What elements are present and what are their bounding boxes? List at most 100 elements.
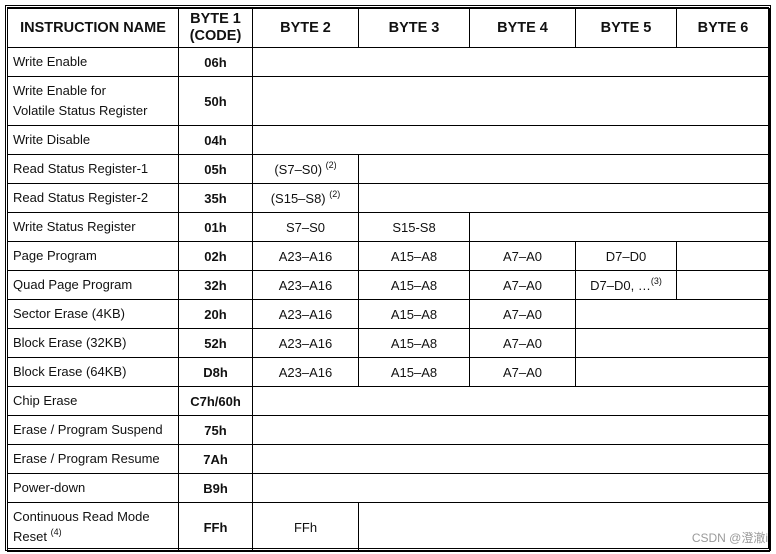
byte-cell: D7–D0 [575,241,677,271]
table-row: Continuous Read Mode Reset (4) FFh FFh [7,502,770,552]
byte-cell: A23–A16 [252,299,359,329]
byte-cell: A15–A8 [358,241,470,271]
instruction-name: Read Status Register-1 [7,154,179,184]
byte-value: A7–A0 [502,335,543,351]
instruction-name-text: Write Disable [13,132,91,147]
byte-cell: A15–A8 [358,328,470,358]
column-header: BYTE 3 [358,8,470,48]
byte-value: A15–A8 [390,306,438,322]
table-row: Write Status Register 01h S7–S0 S15-S8 [7,212,770,242]
table-row: Read Status Register-1 05h (S7–S0) (2) [7,154,770,184]
instruction-name: Write Enable for Volatile Status Registe… [7,76,179,126]
watermark: CSDN @澄澈i [691,531,768,545]
instruction-name: Chip Erase [7,386,179,416]
instruction-name-text: Read Status Register-2 [13,190,149,205]
byte-cell: A23–A16 [252,357,359,387]
instruction-name: Block Erase (64KB) [7,357,179,387]
instruction-name: Write Status Register [7,212,179,242]
byte-cell: A23–A16 [252,241,359,271]
byte-value: A7–A0 [502,248,543,264]
byte-value: A15–A8 [390,335,438,351]
instruction-code: 04h [178,125,253,155]
instruction-name: Power-down [7,473,179,503]
footnote-ref: (2) [325,159,337,170]
empty-cell [252,415,770,445]
byte-value: (S15–S8) [270,190,330,206]
byte-cell: A15–A8 [358,270,470,300]
instruction-code: 35h [178,183,253,213]
byte-cell: A15–A8 [358,357,470,387]
instruction-name-text: Power-down [13,480,86,495]
byte-cell: A15–A8 [358,299,470,329]
column-header: BYTE 4 [469,8,576,48]
empty-cell [358,502,770,552]
instruction-code: 52h [178,328,253,358]
instruction-code: 20h [178,299,253,329]
byte-value: A15–A8 [390,277,438,293]
table-row: Write Enable 06h [7,47,770,77]
footnote-ref: (3) [650,275,662,286]
instruction-code: B9h [178,473,253,503]
empty-cell [575,328,770,358]
byte-cell: A7–A0 [469,299,576,329]
instruction-code: D8h [178,357,253,387]
byte-value: A7–A0 [502,306,543,322]
instruction-name: Write Enable [7,47,179,77]
instruction-name: Read Status Register-2 [7,183,179,213]
table-row: Write Enable for Volatile Status Registe… [7,76,770,126]
byte-value: A7–A0 [502,277,543,293]
table-row: Chip Erase C7h/60h [7,386,770,416]
footnote-ref: (2) [329,188,341,199]
byte-value: A7–A0 [502,364,543,380]
empty-cell [575,357,770,387]
footnote-ref: (4) [50,527,62,537]
table-row: Sector Erase (4KB) 20h A23–A16 A15–A8 A7–A0 [7,299,770,329]
instruction-name-text: Block Erase (32KB) [13,335,127,350]
column-header: INSTRUCTION NAME [7,8,179,48]
empty-cell [252,125,770,155]
byte-value: A23–A16 [278,306,333,322]
instruction-name-text: Sector Erase (4KB) [13,306,125,321]
byte-value: A15–A8 [390,248,438,264]
instruction-code: 01h [178,212,253,242]
empty-cell [252,473,770,503]
byte-cell: A7–A0 [469,357,576,387]
byte-value: A23–A16 [278,364,333,380]
instruction-name: Write Disable [7,125,179,155]
byte-cell: (S15–S8) (2) [252,183,359,213]
instruction-code: 06h [178,47,253,77]
byte-cell: A23–A16 [252,328,359,358]
instruction-table: INSTRUCTION NAME BYTE 1 (CODE) BYTE 2 BYTE … [7,8,770,552]
table-row: Erase / Program Suspend 75h [7,415,770,445]
instruction-name: Continuous Read Mode Reset (4) [7,502,179,552]
byte-value: S7–S0 [285,219,326,235]
instruction-name: Erase / Program Suspend [7,415,179,445]
table-row: Power-down B9h [7,473,770,503]
instruction-name-text: Block Erase (64KB) [13,364,127,379]
table-row: Quad Page Program 32h A23–A16 A15–A8 A7–A0 D7… [7,270,770,300]
empty-cell [358,183,770,213]
instruction-name: Block Erase (32KB) [7,328,179,358]
instruction-code: 32h [178,270,253,300]
byte-cell [676,270,770,300]
empty-cell [575,299,770,329]
instruction-code: FFh [178,502,253,552]
byte-value: S15-S8 [392,219,436,235]
table-row: Page Program 02h A23–A16 A15–A8 A7–A0 D7–D0 [7,241,770,271]
column-header: BYTE 5 [575,8,677,48]
instruction-code: 50h [178,76,253,126]
instruction-name-text: Read Status Register-1 [13,161,149,176]
instruction-name: Page Program [7,241,179,271]
empty-cell [252,76,770,126]
byte-value: A15–A8 [390,364,438,380]
byte-cell: A7–A0 [469,241,576,271]
instruction-name: Sector Erase (4KB) [7,299,179,329]
instruction-code: 7Ah [178,444,253,474]
byte-value: A23–A16 [278,277,333,293]
byte-cell: A7–A0 [469,328,576,358]
instruction-name-text: Page Program [13,248,97,263]
instruction-name-text: Quad Page Program [13,277,133,292]
byte-cell: FFh [252,502,359,552]
byte-cell: A7–A0 [469,270,576,300]
empty-cell [252,47,770,77]
